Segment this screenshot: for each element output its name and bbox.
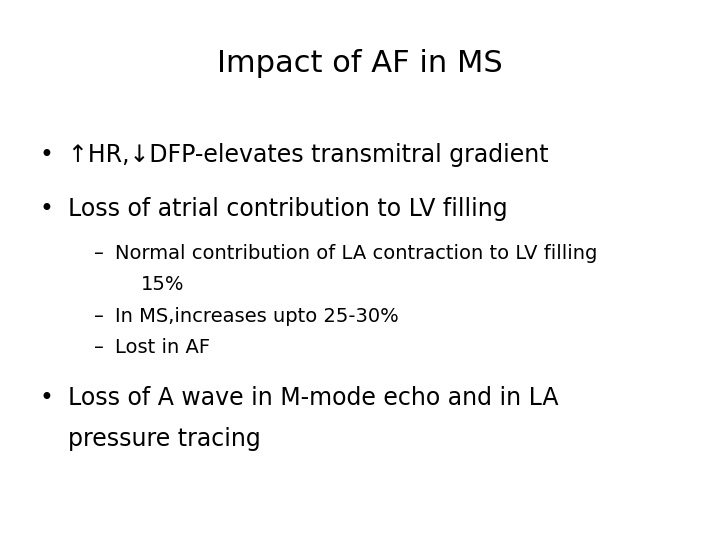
Text: Normal contribution of LA contraction to LV filling: Normal contribution of LA contraction to…	[115, 244, 598, 263]
Text: ↑HR,↓DFP-elevates transmitral gradient: ↑HR,↓DFP-elevates transmitral gradient	[68, 143, 549, 167]
Text: Lost in AF: Lost in AF	[115, 338, 210, 357]
Text: 15%: 15%	[140, 275, 184, 294]
Text: •: •	[40, 143, 53, 167]
Text: Impact of AF in MS: Impact of AF in MS	[217, 49, 503, 78]
Text: Loss of A wave in M-mode echo and in LA: Loss of A wave in M-mode echo and in LA	[68, 386, 559, 410]
Text: Loss of atrial contribution to LV filling: Loss of atrial contribution to LV fillin…	[68, 197, 508, 221]
Text: –: –	[94, 307, 104, 326]
Text: •: •	[40, 386, 53, 410]
Text: –: –	[94, 338, 104, 357]
Text: •: •	[40, 197, 53, 221]
Text: In MS,increases upto 25-30%: In MS,increases upto 25-30%	[115, 307, 399, 326]
Text: –: –	[94, 244, 104, 263]
Text: pressure tracing: pressure tracing	[68, 427, 261, 450]
